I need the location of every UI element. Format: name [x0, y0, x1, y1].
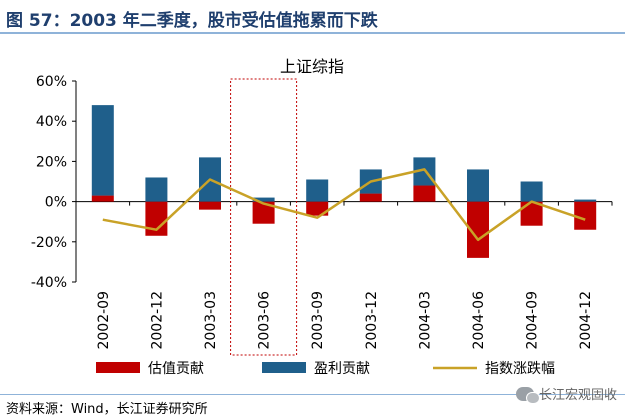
x-tick-label: 2003-03 — [203, 291, 219, 350]
chart-title: 上证综指 — [280, 57, 344, 76]
bar-valuation — [574, 201, 597, 230]
y-tick-label: 20% — [36, 154, 67, 170]
bar-layer — [91, 105, 597, 258]
x-tick-label: 2002-09 — [96, 291, 112, 350]
bar-valuation — [467, 201, 489, 258]
bar-earnings — [306, 179, 329, 202]
bar-valuation — [91, 195, 114, 202]
bar-earnings — [91, 105, 114, 196]
legend-label: 盈利贡献 — [314, 361, 370, 377]
bar-valuation — [413, 185, 436, 202]
x-tick-label: 2003-09 — [310, 291, 326, 350]
bar-earnings — [145, 177, 168, 202]
highlight-layer — [230, 78, 298, 356]
bar-earnings — [520, 181, 543, 202]
legend-swatch — [96, 362, 140, 373]
y-tick-label: -20% — [31, 235, 67, 251]
highlight-box — [230, 78, 298, 356]
bar-valuation — [145, 201, 168, 236]
legend-label: 估值贡献 — [148, 361, 204, 377]
wechat-icon — [515, 386, 540, 404]
legend-swatch — [262, 362, 306, 373]
x-tick-label: 2004-03 — [417, 291, 433, 350]
x-tick-label: 2004-09 — [525, 291, 541, 350]
x-tick-label: 2003-12 — [364, 291, 380, 350]
bar-valuation — [199, 201, 221, 210]
chart: 上证综指 60%40%20%0%-20%-40% 2002-09 2002-12 2… — [31, 57, 613, 377]
bar-valuation — [520, 201, 543, 226]
x-tick-label: 2003-06 — [257, 291, 273, 350]
line-layer — [102, 168, 586, 242]
y-tick-label: 0% — [45, 195, 67, 211]
bar-earnings — [467, 169, 489, 202]
bar-valuation — [252, 201, 275, 224]
bar-earnings — [574, 199, 597, 202]
x-tick-label: 2002-12 — [149, 291, 165, 350]
index-change-line — [102, 168, 586, 242]
source-note: 资料来源：Wind，长江证券研究所 — [6, 402, 208, 417]
figure-title: 图 57：2003 年二季度，股市受估值拖累而下跌 — [6, 11, 378, 31]
title-divider — [0, 32, 625, 34]
bar-valuation — [306, 201, 329, 216]
legend-label: 指数涨跌幅 — [485, 361, 555, 377]
bar-earnings — [252, 197, 275, 202]
legend: 估值贡献 盈利贡献 指数涨跌幅 — [96, 361, 555, 377]
y-tick-label: 40% — [36, 114, 67, 130]
source-divider — [0, 394, 625, 395]
x-tick-labels: 2002-09 2002-12 2003-03 2003-06 2003-09 2003-… — [96, 291, 594, 350]
x-tick-label: 2004-06 — [471, 291, 487, 350]
bar-valuation — [359, 193, 382, 202]
watermark: 长江宏观固收 — [515, 384, 617, 404]
y-tick-label: -40% — [31, 275, 67, 291]
x-tick-label: 2004-12 — [578, 291, 594, 350]
watermark-label: 长江宏观固收 — [538, 388, 617, 403]
y-tick-label: 60% — [36, 74, 67, 90]
